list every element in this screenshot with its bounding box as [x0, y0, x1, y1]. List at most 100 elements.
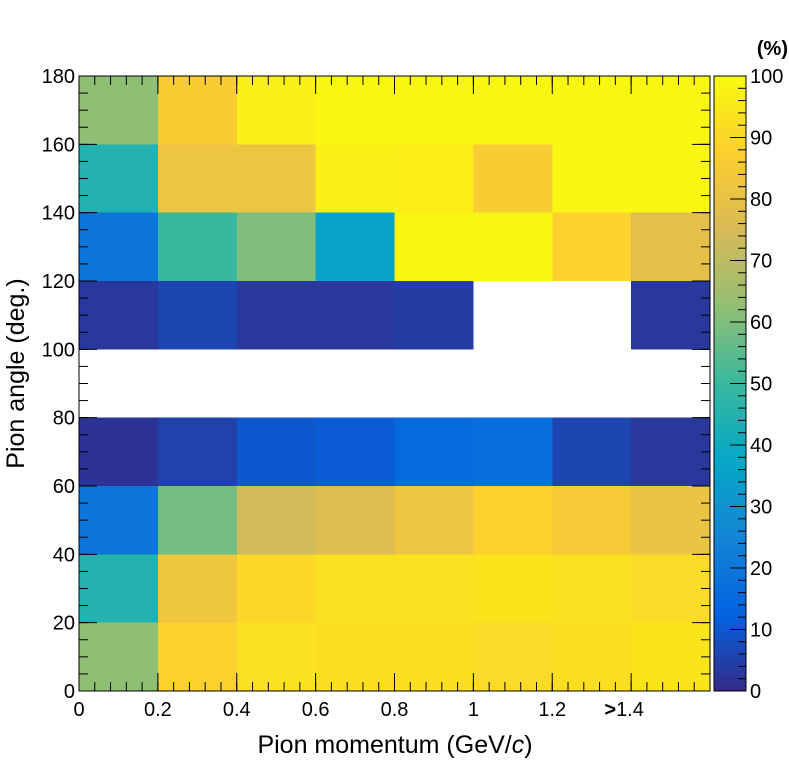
heatmap-cell: [236, 144, 316, 213]
heatmap-cell: [394, 144, 474, 213]
heatmap-cell: [79, 486, 158, 555]
heatmap-cell: [631, 144, 710, 213]
heatmap-cell: [79, 144, 158, 213]
x-axis-title-main: Pion momentum (GeV/: [257, 731, 511, 759]
heatmap-cell: [552, 486, 632, 555]
x-tick-label: >1.4: [604, 699, 644, 721]
y-axis-title: Pion angle (deg.): [2, 278, 30, 468]
colorbar-tick-label: 70: [750, 251, 772, 273]
heatmap-cell: [631, 622, 710, 691]
x-tick-label: 0.4: [223, 699, 251, 721]
x-axis: 0 0.2 0.4 0.6 0.8 1 1.2 >1.4: [73, 76, 711, 721]
x-axis-title: Pion momentum (GeV/c): [257, 731, 532, 759]
heatmap-cell: [315, 212, 395, 281]
heatmap-cell: [394, 281, 474, 350]
x-axis-title-suffix: ): [524, 731, 532, 759]
heatmap-cell: [236, 486, 316, 555]
heatmap-cell: [631, 554, 710, 623]
heatmap-cell: [552, 76, 632, 145]
colorbar-tick-label: 40: [750, 435, 772, 457]
heatmap-cell: [315, 554, 395, 623]
heatmap-cell: [631, 212, 710, 281]
heatmap-cell: [79, 554, 158, 623]
heatmap-cell: [394, 554, 474, 623]
colorbar-tick-label: 100: [750, 66, 783, 88]
heatmap-cell: [394, 417, 474, 486]
heatmap-cell: [79, 281, 158, 350]
y-tick-label: 160: [42, 134, 75, 156]
x-tick-label-prefix: >: [604, 699, 616, 721]
heatmap-cell: [394, 76, 474, 145]
heatmap-cell: [552, 417, 632, 486]
heatmap-cell: [315, 417, 395, 486]
y-tick-label: 180: [42, 66, 75, 88]
heatmap-cell: [79, 212, 158, 281]
y-tick-label: 140: [42, 203, 75, 225]
y-tick-label: 40: [53, 544, 75, 566]
heatmap-cell: [157, 486, 237, 555]
heatmap-cell: [79, 622, 158, 691]
colorbar-tick-label: 90: [750, 128, 772, 150]
heatmap-cell: [394, 486, 474, 555]
y-tick-label: 0: [64, 681, 75, 703]
colorbar-tick-label: 30: [750, 497, 772, 519]
heatmap-cell: [157, 281, 237, 350]
y-tick-label: 80: [53, 408, 75, 430]
heatmap-cell: [236, 281, 316, 350]
heatmap-cell: [79, 417, 158, 486]
heatmap-cell: [236, 554, 316, 623]
heatmap-cell: [473, 554, 553, 623]
heatmap-cell: [157, 417, 237, 486]
heatmap-cell: [631, 417, 710, 486]
y-axis: 0 20 40 60 80 100 120 140 160 180: [42, 66, 710, 703]
heatmap-cell: [473, 622, 553, 691]
colorbar-tick-label: 0: [750, 681, 761, 703]
x-tick-label: 1: [468, 699, 479, 721]
heatmap-cell: [394, 622, 474, 691]
heatmap-cell: [631, 486, 710, 555]
heatmap-cells: [79, 76, 710, 691]
x-tick-label: 0: [73, 699, 84, 721]
colorbar-unit-label: (%): [757, 38, 788, 60]
colorbar-tick-label: 20: [750, 558, 772, 580]
heatmap-cell: [631, 76, 710, 145]
x-tick-label: 0.8: [381, 699, 409, 721]
x-tick-label: 1.2: [538, 699, 566, 721]
heatmap-cell: [315, 144, 395, 213]
heatmap-cell: [157, 144, 237, 213]
heatmap-cell: [473, 486, 553, 555]
heatmap-cell: [473, 417, 553, 486]
heatmap-cell: [79, 76, 158, 145]
colorbar: 0 10 20 30 40 50 60 70 80 90 100: [713, 66, 783, 703]
x-tick-label: 0.6: [302, 699, 330, 721]
x-axis-title-unit-c: c: [512, 731, 525, 759]
heatmap-cell: [552, 622, 632, 691]
heatmap-cell: [157, 212, 237, 281]
colorbar-tick-label: 80: [750, 189, 772, 211]
heatmap-cell: [552, 212, 632, 281]
heatmap-cell: [157, 76, 237, 145]
heatmap-cell: [315, 76, 395, 145]
heatmap-cell: [315, 622, 395, 691]
heatmap-cell: [236, 417, 316, 486]
heatmap-cell: [236, 622, 316, 691]
colorbar-tick-label: 10: [750, 620, 772, 642]
heatmap-cell: [315, 486, 395, 555]
y-tick-label: 60: [53, 476, 75, 498]
colorbar-tick-label: 60: [750, 312, 772, 334]
heatmap-cell: [631, 281, 710, 350]
heatmap-cell: [315, 281, 395, 350]
heatmap-cell: [473, 212, 553, 281]
heatmap-cell: [552, 554, 632, 623]
heatmap-cell: [473, 76, 553, 145]
heatmap-cell: [236, 76, 316, 145]
y-tick-label: 20: [53, 613, 75, 635]
heatmap-cell: [236, 212, 316, 281]
heatmap-cell: [552, 144, 632, 213]
y-tick-label: 120: [42, 271, 75, 293]
heatmap-cell: [394, 212, 474, 281]
heatmap-cell: [157, 622, 237, 691]
y-tick-label: 100: [42, 339, 75, 361]
colorbar-tick-label: 50: [750, 374, 772, 396]
